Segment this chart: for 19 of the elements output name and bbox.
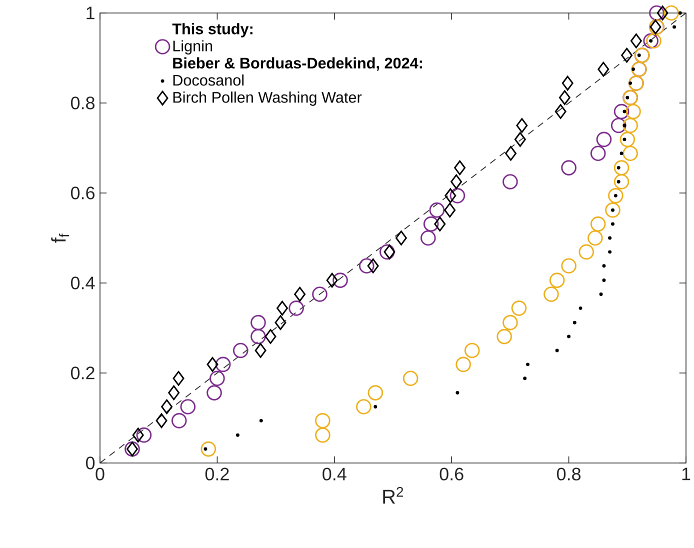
y-tick-label: 0.4	[70, 276, 95, 290]
legend-label: Lignin	[173, 40, 212, 54]
x-tick-label: 0	[96, 468, 104, 480]
y-tick-label: 0.8	[70, 96, 94, 110]
y-axis-title: f$_{f}$	[51, 234, 70, 243]
legend-label: Birch Pollen Washing Water	[173, 92, 362, 106]
x-tick-label: 0.4	[322, 468, 346, 480]
y-tick-label: 0.2	[70, 366, 94, 380]
x-tick-label: 0.6	[440, 468, 464, 480]
y-tick-label: 1	[86, 6, 94, 20]
x-axis-title: R$^{2}$	[383, 486, 404, 504]
legend-label: Docosanol	[173, 74, 244, 86]
y-tick-label: 0	[86, 456, 95, 470]
x-tick-label: 0.2	[205, 468, 229, 480]
x-tick-label: 0.8	[557, 468, 581, 480]
y-tick-label: 0.6	[70, 186, 94, 200]
legend-title: This study:	[172, 23, 252, 38]
annotation: Bieber & Borduas-Dedekind, 2024:	[173, 57, 422, 71]
x-tick-label: 1	[682, 468, 690, 480]
